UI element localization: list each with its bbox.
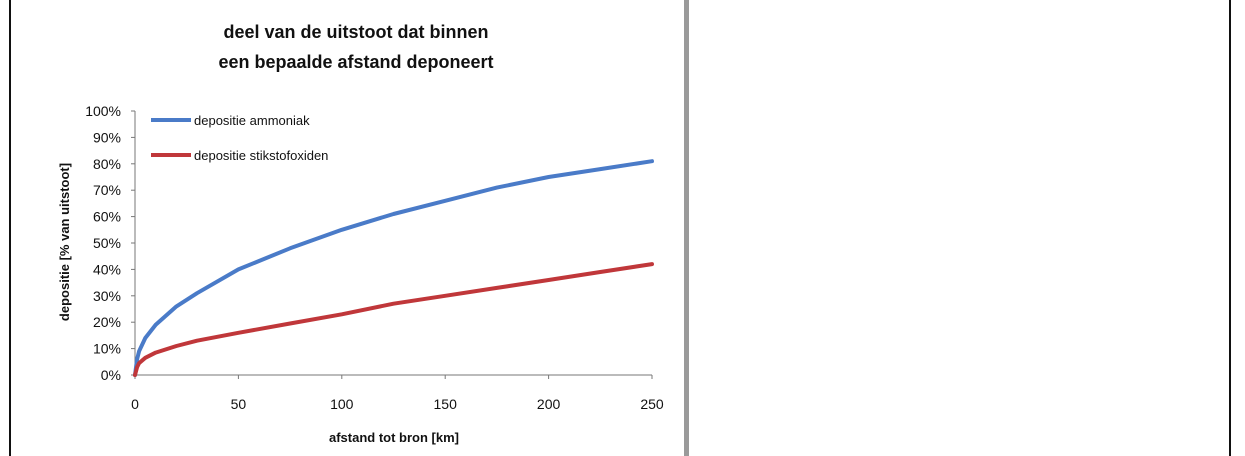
y-tick-label: 30% <box>93 288 121 304</box>
y-tick-label: 100% <box>85 103 121 119</box>
right-border-line <box>1229 0 1231 456</box>
y-tick-label: 20% <box>93 314 121 330</box>
y-axis-label: depositie [% van uitstoot] <box>57 163 72 321</box>
y-tick-label: 40% <box>93 261 121 277</box>
x-tick-label: 250 <box>640 396 664 412</box>
y-tick-label: 80% <box>93 156 121 172</box>
y-axis-ticks: 0% 10% 20% 30% 40% 50% 60% 70% 80% 90% 100% <box>85 103 135 383</box>
chart-title-line-2: een bepaalde afstand deponeert <box>218 52 493 72</box>
x-tick-label: 0 <box>131 396 139 412</box>
left-border-line <box>9 0 11 456</box>
x-tick-label: 200 <box>537 396 561 412</box>
x-tick-label: 50 <box>231 396 247 412</box>
y-tick-label: 50% <box>93 235 121 251</box>
chart-title-line-1: deel van de uitstoot dat binnen <box>223 22 488 42</box>
y-tick-label: 70% <box>93 182 121 198</box>
series-lines <box>133 159 654 377</box>
legend-label-stikstofoxiden: depositie stikstofoxiden <box>194 148 328 163</box>
panel-divider <box>684 0 689 456</box>
x-tick-label: 150 <box>434 396 458 412</box>
legend: depositie ammoniak depositie stikstofoxi… <box>151 113 328 163</box>
legend-label-ammoniak: depositie ammoniak <box>194 113 310 128</box>
series-line-ammoniak <box>133 159 654 377</box>
x-axis-ticks: 0 50 100 150 200 250 <box>131 375 664 412</box>
y-tick-label: 0% <box>101 367 121 383</box>
y-tick-label: 10% <box>93 341 121 357</box>
series-line-stikstofoxiden <box>133 262 654 377</box>
x-tick-label: 100 <box>330 396 354 412</box>
x-axis-label: afstand tot bron [km] <box>329 430 459 445</box>
chart: deel van de uitstoot dat binnen een bepa… <box>57 22 664 445</box>
y-tick-label: 60% <box>93 209 121 225</box>
y-tick-label: 90% <box>93 129 121 145</box>
